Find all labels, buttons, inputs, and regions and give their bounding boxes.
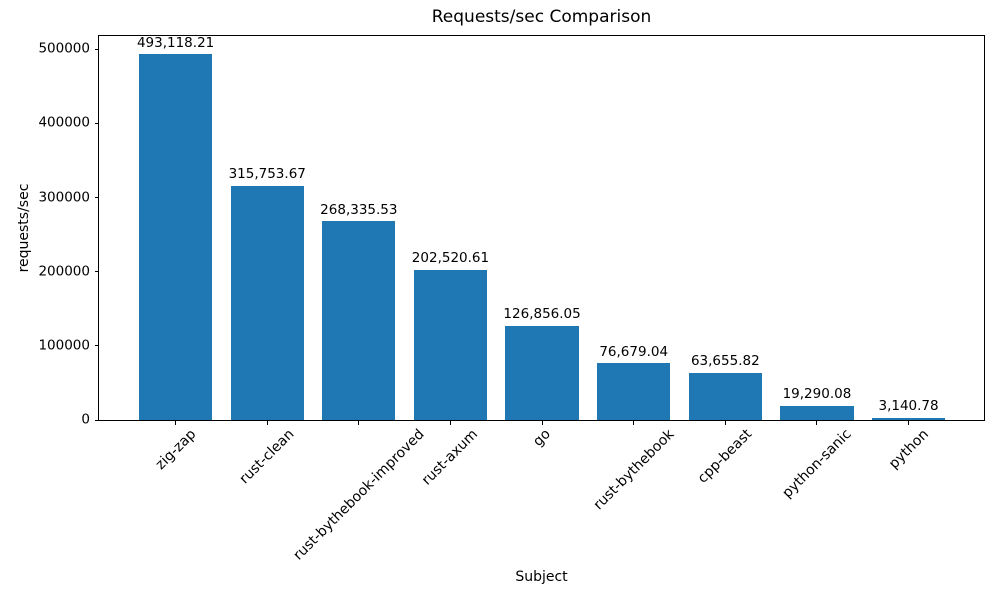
y-tick-label: 400000: [38, 114, 90, 131]
bar-value-label: 315,753.67: [228, 166, 306, 183]
y-tick-label: 0: [81, 411, 90, 428]
x-tick: [816, 421, 818, 425]
x-tick: [449, 421, 451, 425]
y-tick-label: 100000: [38, 337, 90, 354]
bar-rust-bythebook: [597, 363, 671, 420]
y-tick: [95, 197, 99, 198]
bar-rust-bythebook-improved: [322, 221, 396, 420]
y-tick: [95, 122, 99, 124]
bar-value-label: 126,856.05: [503, 306, 581, 323]
x-tick-label: rust-clean: [236, 426, 298, 488]
x-tick-label: python: [885, 426, 932, 473]
x-tick-label: python-sanic: [779, 426, 855, 502]
bar-value-label: 493,118.21: [136, 34, 215, 51]
bar-rust-axum: [413, 269, 488, 420]
y-tick: [95, 419, 99, 421]
x-tick: [358, 421, 360, 425]
bar-value-label: 268,335.53: [320, 201, 398, 218]
y-tick-label: 200000: [38, 262, 90, 279]
x-tick: [175, 421, 177, 425]
bar-rust-clean: [230, 185, 304, 420]
y-tick-label: 500000: [38, 40, 90, 57]
bar-go: [505, 325, 579, 420]
y-tick: [95, 345, 99, 347]
bar-python-sanic: [780, 405, 854, 420]
chart-title: Requests/sec Comparison: [431, 7, 652, 27]
bar-value-label: 63,655.82: [690, 353, 760, 370]
x-tick-label: rust-axum: [419, 426, 482, 489]
x-tick-label: rust-bythebook: [590, 426, 678, 514]
x-axis-label: Subject: [515, 569, 568, 585]
y-tick: [95, 271, 99, 273]
bar-value-label: 76,679.04: [599, 343, 669, 360]
x-tick-label: cpp-beast: [695, 426, 756, 487]
x-tick-label: go: [530, 426, 554, 450]
x-tick: [724, 421, 726, 425]
x-tick: [633, 421, 635, 425]
y-tick-label: 300000: [38, 188, 90, 205]
x-tick: [908, 421, 910, 425]
bar-value-label: 202,520.61: [411, 250, 490, 267]
x-tick: [266, 421, 268, 425]
x-tick: [541, 421, 543, 425]
x-tick-label: zig-zap: [152, 426, 199, 473]
y-tick: [95, 48, 99, 50]
bar-python: [871, 417, 946, 420]
bar-cpp-beast: [688, 372, 762, 420]
bar-zig-zap: [138, 54, 213, 420]
y-axis-label: requests/sec: [16, 183, 32, 273]
x-tick-label: rust-bythebook-improved: [290, 426, 428, 564]
bar-value-label: 19,290.08: [782, 386, 852, 403]
bar-value-label: 3,140.78: [878, 398, 939, 415]
plot-area: 493,118.21 zig-zap 315,753.67 rust-clean 268…: [38, 34, 985, 563]
